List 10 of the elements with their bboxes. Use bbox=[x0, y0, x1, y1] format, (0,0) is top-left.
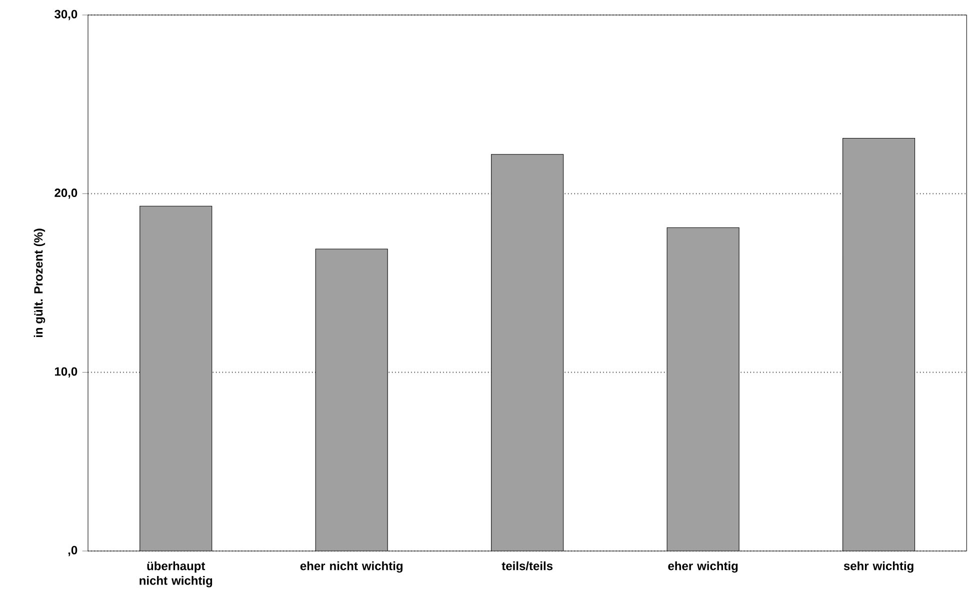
y-tick-label: ,0 bbox=[68, 546, 78, 556]
x-tick-label: eher wichtig bbox=[668, 561, 738, 573]
y-tick-label: 30,0 bbox=[54, 10, 78, 20]
x-tick-label: sehr wichtig bbox=[844, 561, 914, 573]
x-tick-label: überhaupt nicht wichtig bbox=[140, 561, 212, 588]
y-axis-title: in gült. Prozent (%) bbox=[34, 228, 46, 338]
y-tick-label: 20,0 bbox=[54, 188, 78, 199]
x-tick-label: teils/teils bbox=[502, 561, 553, 570]
x-tick-label: eher nicht wichtig bbox=[300, 561, 402, 573]
y-tick-label: 10,0 bbox=[55, 367, 78, 378]
